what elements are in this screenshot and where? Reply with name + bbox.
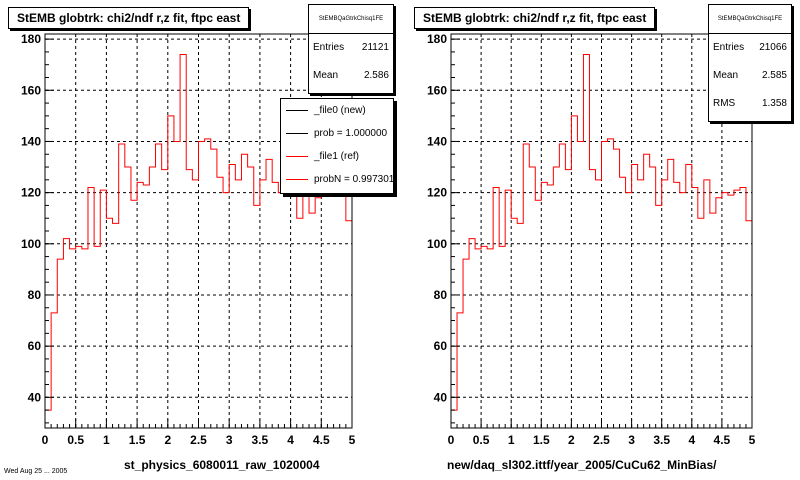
right-histogram-series-0: [451, 53, 753, 411]
left-x-tick-label: 4: [287, 433, 294, 447]
right-x-tick-label: 0: [448, 433, 455, 447]
left-y-tick-label: 120: [21, 186, 41, 200]
left-x-axis-label: st_physics_6080011_raw_1020004: [124, 458, 320, 472]
right-x-tick-label: 3.5: [653, 433, 670, 447]
right-plot-title: StEMB globtrk: chi2/ndf r,z fit, ftpc ea…: [414, 7, 656, 29]
right-x-tick-label: 3: [628, 433, 635, 447]
right-stats-mean-value: 2.585: [761, 70, 787, 81]
right-x-tick-label: 4.5: [714, 433, 731, 447]
right-x-tick-label: 5: [749, 433, 756, 447]
legend-label: prob = 1.000000: [314, 128, 388, 139]
left-y-tick-label: 140: [21, 134, 41, 148]
legend-label: _file0 (new): [314, 105, 366, 116]
footer-timestamp: Wed Aug 25 ... 2005: [4, 468, 68, 475]
right-x-tick-label: 1: [508, 433, 515, 447]
left-y-tick-label: 80: [28, 288, 42, 302]
left-stats-mean-label: Mean: [313, 70, 339, 81]
right-plot-area: [451, 34, 752, 428]
right-stats-rms-label: RMS: [713, 98, 736, 109]
right-y-tick-label: 180: [427, 32, 447, 46]
right-y-tick-label: 100: [427, 237, 447, 251]
right-stats-entries-row: Entries 21066: [709, 34, 791, 62]
left-x-tick-label: 3: [226, 433, 233, 447]
legend-entry-file1: _file1 (ref): [281, 145, 393, 168]
left-x-tick-label: 2: [164, 433, 171, 447]
legend-label: _file1 (ref): [314, 151, 360, 162]
left-x-tick-label: 5: [349, 433, 356, 447]
left-x-tick-label: 2.5: [190, 433, 207, 447]
left-x-tick-label: 1: [103, 433, 110, 447]
left-stats-entries-row: Entries 21121: [309, 34, 393, 62]
right-y-tick-label: 140: [427, 134, 447, 148]
left-stats-mean-value: 2.586: [363, 70, 389, 81]
right-stats-mean-row: Mean 2.585: [709, 62, 791, 90]
left-x-tick-label: 1.5: [129, 433, 146, 447]
right-x-tick-label: 2.5: [593, 433, 610, 447]
left-stats-entries-label: Entries: [313, 42, 345, 53]
left-y-tick-label: 160: [21, 83, 41, 97]
left-y-tick-label: 180: [21, 32, 41, 46]
left-y-tick-label: 60: [28, 339, 42, 353]
right-y-tick-label: 40: [434, 390, 448, 404]
left-stats-header: StEMBQaGtrkChisq1FE: [309, 5, 393, 34]
right-stats-rms-value: 1.358: [761, 98, 787, 109]
legend-entry-file0: _file0 (new): [281, 99, 393, 122]
right-x-tick-label: 1.5: [533, 433, 550, 447]
left-histogram-series-0: [45, 53, 353, 411]
left-legend[interactable]: _file0 (new) prob = 1.000000 _file1 (ref…: [280, 98, 394, 194]
right-stats-header: StEMBQaGtrkChisq1FE: [709, 5, 791, 34]
right-stats-entries-value: 21066: [759, 42, 787, 53]
legend-entry-probn: probN = 0.997301: [281, 168, 393, 191]
right-y-tick-label: 160: [427, 83, 447, 97]
left-x-tick-label: 0.5: [67, 433, 84, 447]
right-y-tick-label: 80: [434, 288, 448, 302]
left-x-tick-label: 3.5: [252, 433, 269, 447]
legend-label: probN = 0.997301: [314, 174, 394, 185]
left-x-tick-label: 0: [42, 433, 49, 447]
legend-swatch: [286, 133, 308, 134]
right-y-tick-label: 60: [434, 339, 448, 353]
right-x-axis-label: new/daq_sl302.ittf/year_2005/CuCu62_MinB…: [447, 458, 717, 472]
right-y-tick-label: 120: [427, 186, 447, 200]
left-plot-title: StEMB globtrk: chi2/ndf r,z fit, ftpc ea…: [8, 7, 250, 29]
right-x-tick-label: 4: [688, 433, 695, 447]
legend-swatch: [286, 110, 308, 111]
left-plot-area: [45, 34, 352, 428]
legend-entry-prob: prob = 1.000000: [281, 122, 393, 145]
left-stats-entries-value: 21121: [361, 42, 389, 53]
left-stats-mean-row: Mean 2.586: [309, 62, 393, 90]
left-stats-box[interactable]: StEMBQaGtrkChisq1FE Entries 21121 Mean 2…: [308, 4, 394, 94]
right-stats-mean-label: Mean: [713, 70, 739, 81]
right-stats-entries-label: Entries: [713, 42, 745, 53]
right-stats-box[interactable]: StEMBQaGtrkChisq1FE Entries 21066 Mean 2…: [708, 4, 792, 122]
left-x-tick-label: 4.5: [313, 433, 330, 447]
legend-swatch: [286, 179, 308, 180]
left-y-tick-label: 100: [21, 237, 41, 251]
right-x-tick-label: 0.5: [473, 433, 490, 447]
right-stats-rms-row: RMS 1.358: [709, 90, 791, 118]
legend-swatch: [286, 156, 308, 157]
right-x-tick-label: 2: [568, 433, 575, 447]
left-y-tick-label: 40: [28, 390, 42, 404]
